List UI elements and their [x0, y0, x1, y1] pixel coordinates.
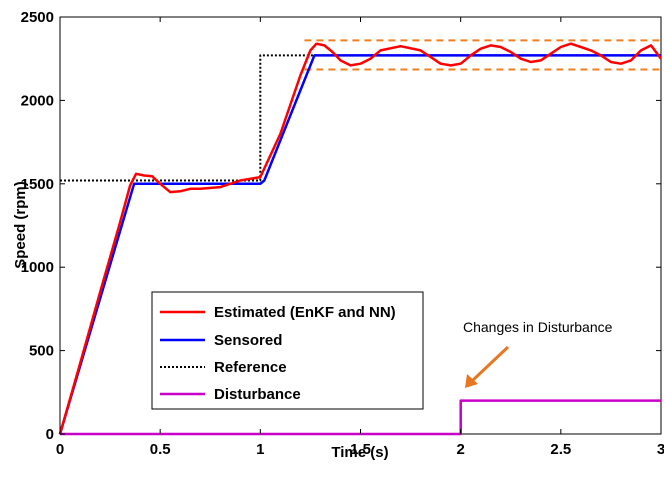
y-tick-label: 2500 [21, 9, 54, 26]
x-axis-label: Time (s) [331, 444, 388, 461]
y-tick-label: 1500 [21, 176, 54, 193]
annotation-arrow-shaft [470, 345, 510, 383]
annotation: Changes in Disturbance [463, 319, 613, 388]
x-tick-label: 1.5 [350, 441, 371, 458]
y-tick-label: 1000 [21, 259, 54, 276]
x-tick-label: 0.5 [150, 441, 171, 458]
series-line-estimated [58, 42, 662, 435]
annotation-arrow-head [465, 374, 478, 388]
annotation-text: Changes in Disturbance [463, 319, 613, 335]
series-line-sensored [58, 54, 661, 435]
x-tick-label: 2.5 [550, 441, 571, 458]
legend: Estimated (EnKF and NN) Sensored Referen… [151, 291, 424, 410]
x-tick-label: 2 [456, 441, 464, 458]
legend-label-disturbance: Disturbance [214, 386, 301, 403]
series-lines [58, 42, 662, 436]
x-tick-label: 1 [256, 441, 264, 458]
y-axis-label: Speed (rpm) [12, 181, 29, 269]
y-tick-label: 500 [29, 343, 54, 360]
x-tick-label: 0 [56, 441, 64, 458]
axis-ticks: 0 0.5 1 1.5 2 2.5 3 0 500 1000 1500 2000 2500 [21, 9, 664, 458]
x-tick-label: 3 [657, 441, 664, 458]
legend-label-reference: Reference [214, 359, 287, 376]
y-tick-label: 0 [46, 426, 54, 443]
y-tick-label: 2000 [21, 92, 54, 109]
legend-label-sensored: Sensored [214, 332, 282, 349]
legend-label-estimated: Estimated (EnKF and NN) [214, 304, 396, 321]
